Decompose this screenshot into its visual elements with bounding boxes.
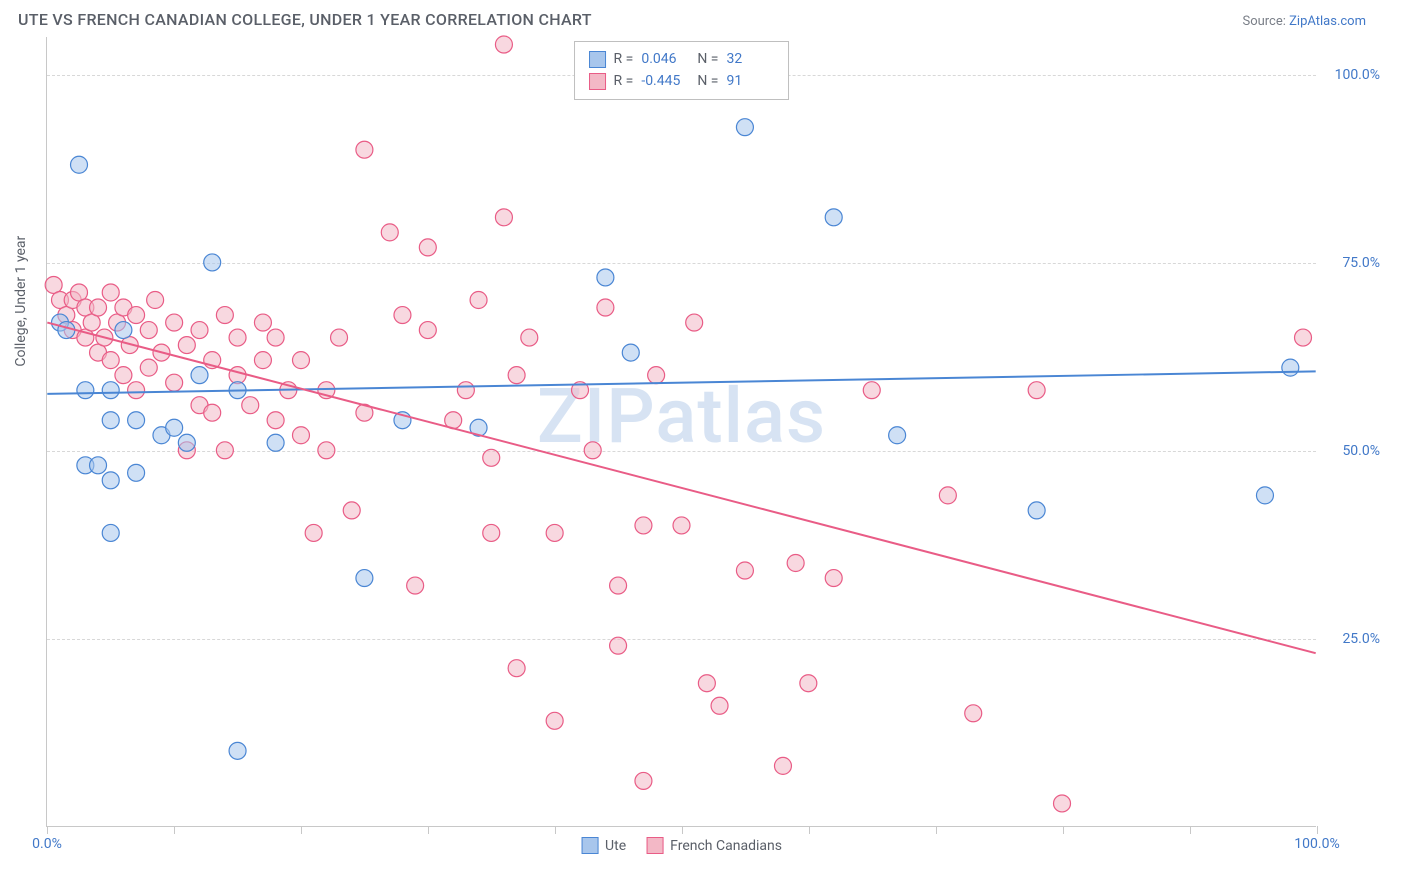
legend-bottom: Ute French Canadians	[581, 837, 782, 854]
x-tick	[809, 826, 810, 834]
legend-label-french: French Canadians	[670, 838, 782, 854]
r-value-french: -0.445	[641, 70, 689, 92]
x-tick-label: 0.0%	[32, 836, 62, 852]
swatch-ute	[589, 51, 606, 68]
n-label: N =	[697, 48, 718, 70]
x-tick	[1190, 826, 1191, 834]
r-label: R =	[614, 48, 634, 70]
y-tick-label: 75.0%	[1342, 255, 1380, 271]
stats-legend-box: R = 0.046 N = 32 R = -0.445 N = 91	[574, 41, 790, 100]
x-tick	[301, 826, 302, 834]
swatch-ute	[581, 837, 598, 854]
legend-item-french: French Canadians	[646, 837, 782, 854]
x-tick	[936, 826, 937, 834]
y-tick-label: 100.0%	[1335, 67, 1380, 83]
stats-row-french: R = -0.445 N = 91	[589, 70, 775, 92]
swatch-french	[646, 837, 663, 854]
n-label: N =	[697, 70, 718, 92]
x-tick	[428, 826, 429, 834]
r-label: R =	[614, 70, 634, 92]
x-tick	[47, 826, 48, 834]
x-tick	[555, 826, 556, 834]
source-prefix: Source:	[1242, 14, 1289, 29]
scatter-plot-svg	[47, 37, 1316, 826]
legend-item-ute: Ute	[581, 837, 626, 854]
swatch-french	[589, 73, 606, 90]
y-tick-label: 25.0%	[1342, 631, 1380, 647]
n-value-french: 91	[726, 70, 774, 92]
x-tick	[682, 826, 683, 834]
source-attribution: Source: ZipAtlas.com	[1242, 10, 1366, 29]
stats-row-ute: R = 0.046 N = 32	[589, 48, 775, 70]
chart-title: UTE VS FRENCH CANADIAN COLLEGE, UNDER 1 …	[18, 10, 592, 29]
x-tick-label: 100.0%	[1294, 836, 1339, 852]
x-tick	[174, 826, 175, 834]
r-value-ute: 0.046	[641, 48, 689, 70]
n-value-ute: 32	[726, 48, 774, 70]
legend-label-ute: Ute	[605, 838, 626, 854]
x-tick	[1063, 826, 1064, 834]
source-link[interactable]: ZipAtlas.com	[1289, 14, 1366, 29]
x-tick	[1317, 826, 1318, 834]
chart-plot-area: College, Under 1 year ZIPatlas 25.0%50.0…	[46, 37, 1316, 827]
y-axis-label: College, Under 1 year	[13, 235, 29, 366]
y-tick-label: 50.0%	[1342, 443, 1380, 459]
